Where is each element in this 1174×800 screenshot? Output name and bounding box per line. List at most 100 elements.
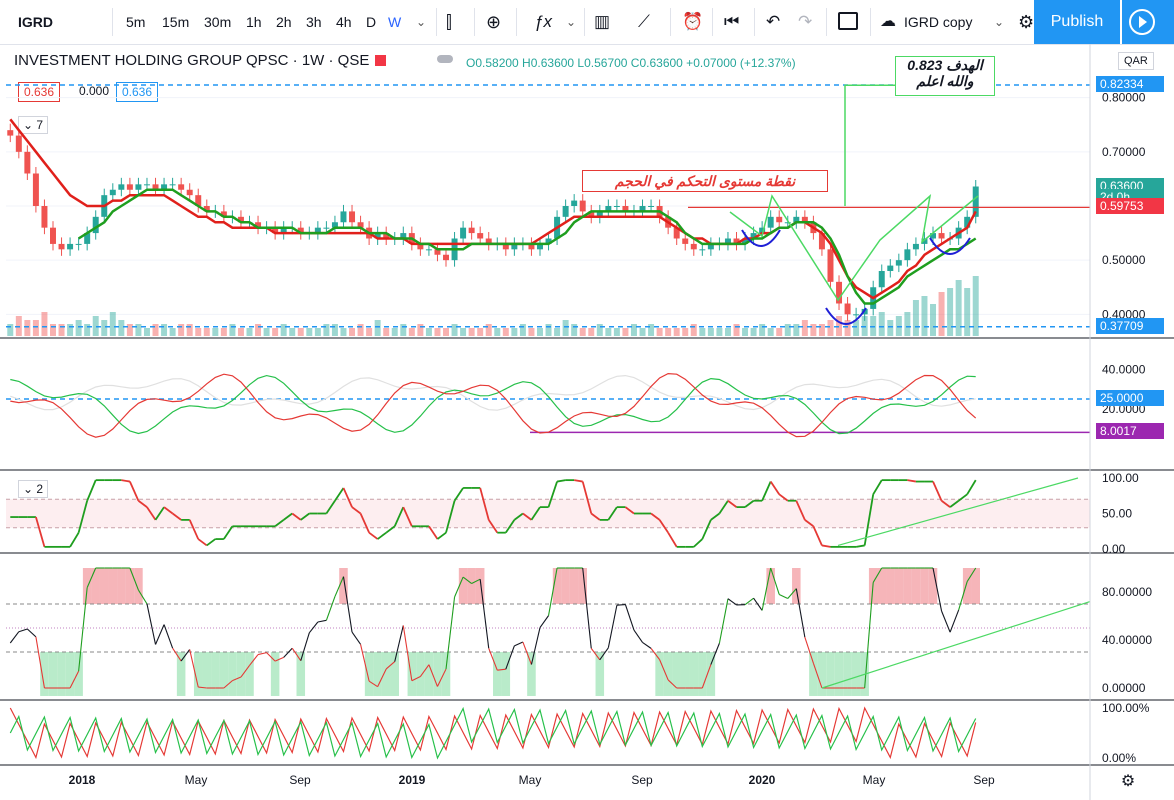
toolbar-divider [436, 8, 437, 36]
volume-bar [853, 320, 860, 336]
dmi-tick-label: 40.0000 [1102, 363, 1146, 377]
time-tick-label: 2018 [69, 773, 96, 787]
candle-body [109, 189, 116, 196]
volume-bar [494, 328, 501, 336]
rsi-segment [359, 513, 370, 534]
stoch-segment [317, 619, 327, 623]
rsi-segment [812, 525, 823, 546]
rsi-segment [129, 481, 140, 502]
candle-body [912, 243, 919, 250]
candle-body [161, 184, 168, 190]
layout-chevron-icon[interactable]: ⌄ [994, 15, 1005, 29]
candles-icon[interactable]: ⫿ [446, 12, 452, 32]
volume-bar [169, 328, 176, 336]
redo-icon[interactable]: ↷ [798, 12, 813, 31]
interval-15m[interactable]: 15m [162, 14, 190, 30]
rsi-segment [590, 512, 601, 521]
bar-replay-icon[interactable]: ⟋ [638, 12, 650, 31]
layout-name[interactable]: IGRD copy [904, 14, 973, 30]
candle-body [135, 184, 142, 190]
stoch-segment [436, 668, 447, 687]
stoch-segment [266, 652, 276, 662]
rsi-segment [821, 544, 831, 548]
candle-body [818, 233, 825, 250]
candle-body [24, 151, 31, 174]
interval-3h[interactable]: 3h [306, 14, 322, 30]
rsi-segment [769, 481, 780, 495]
interval-1h[interactable]: 1h [246, 14, 262, 30]
oversold-zone [48, 652, 58, 696]
time-tick-label: May [519, 773, 542, 787]
volume-bar [554, 328, 561, 336]
volume-bar [810, 324, 817, 336]
indicator-collapse-toggle[interactable]: ⌄ 7 [18, 116, 49, 134]
candle-body [92, 216, 99, 234]
price-tag: 0.82334 [1096, 76, 1164, 93]
candle-body [605, 206, 612, 212]
rsi-segment [154, 506, 165, 521]
interval-2h[interactable]: 2h [276, 14, 292, 30]
undo-icon[interactable]: ↶ [766, 12, 781, 31]
volume-bar [588, 328, 595, 336]
oversold-zone [595, 652, 605, 696]
alert-clock-icon[interactable]: ⏰ [682, 12, 704, 31]
oversold-zone [228, 652, 237, 696]
stoch-segment [966, 567, 977, 582]
stoch-segment [411, 676, 421, 682]
stoch-segment [795, 588, 806, 638]
interval-5m[interactable]: 5m [126, 14, 146, 30]
oversold-zone [193, 652, 203, 696]
volume-bar [690, 324, 697, 336]
volume-bar [32, 320, 39, 336]
stoch-segment [624, 604, 635, 631]
stoch-segment [522, 641, 532, 665]
candle-body [67, 243, 74, 250]
interval-w[interactable]: W [388, 14, 402, 30]
volume-bar [118, 320, 125, 336]
candle-body [733, 238, 740, 244]
settings-gear-icon[interactable]: ⚙ [1018, 12, 1035, 32]
stoch-segment [18, 628, 28, 633]
interval-chevron-icon[interactable]: ⌄ [416, 15, 427, 29]
volume-control-annotation[interactable]: نقطة مستوى التحكم في الحجم [582, 170, 828, 192]
indicators-chevron-icon[interactable]: ⌄ [566, 15, 577, 29]
volume-bar [417, 324, 424, 336]
oversold-zone [527, 652, 536, 696]
candle-body [443, 254, 449, 261]
compare-plus-icon[interactable]: ⊕ [486, 12, 502, 32]
stoch-segment [710, 643, 720, 665]
stoch-segment [86, 567, 97, 588]
volume-bar [562, 320, 569, 336]
templates-icon[interactable]: ▥ [594, 12, 611, 31]
target-annotation-box[interactable]: الهدف 0.823 والله اعلم [895, 56, 995, 96]
stoch-segment [667, 679, 678, 689]
candle-body [425, 249, 432, 251]
overbought-zone [877, 568, 887, 604]
fullscreen-icon[interactable] [838, 12, 858, 30]
interval-30m[interactable]: 30m [204, 14, 232, 30]
candle-body [930, 233, 936, 239]
oversold-zone [809, 652, 818, 696]
overbought-zone [894, 568, 904, 604]
indicators-icon[interactable]: ƒx [534, 12, 552, 31]
replay-rewind-icon[interactable]: ⏮ [724, 12, 740, 31]
target-projection-line [844, 84, 895, 206]
interval-d[interactable]: D [366, 14, 377, 30]
rsi-segment [505, 519, 516, 534]
pane-separators [0, 337, 1174, 766]
oversold-zone [245, 652, 254, 696]
rsi-collapse-toggle[interactable]: ⌄ 2 [18, 480, 49, 498]
publish-button[interactable]: Publish [1034, 0, 1120, 44]
stoch-segment [155, 624, 165, 645]
rsi-segment [77, 500, 89, 533]
interval-4h[interactable]: 4h [336, 14, 352, 30]
stoch-segment [342, 576, 353, 633]
play-button[interactable] [1122, 0, 1174, 44]
value-badge-red: 0.636 [18, 82, 61, 102]
candle-body [357, 222, 364, 228]
volume-bar [511, 328, 518, 336]
price-tag: 0.37709 [1096, 317, 1164, 334]
symbol-search[interactable]: IGRD [18, 14, 53, 30]
candle-body [750, 233, 757, 239]
